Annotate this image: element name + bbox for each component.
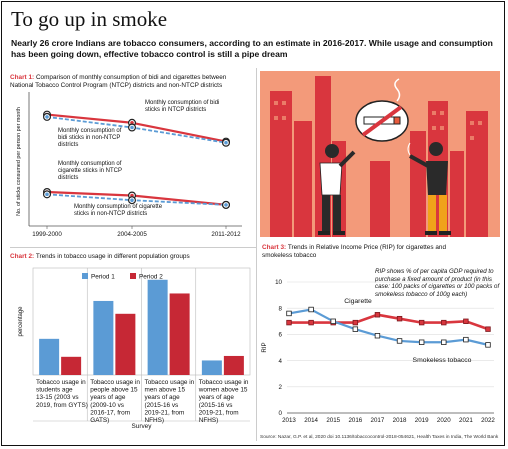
chart3-data-point	[352, 326, 359, 332]
chart3-data-point	[308, 319, 314, 326]
chart2-bar	[61, 356, 82, 375]
chart2-y-axis-label: percentage	[18, 306, 24, 337]
chart3-y-tick-label: 10	[275, 279, 282, 286]
chart3-x-tick-label: 2014	[304, 417, 318, 424]
chart3-series-line	[289, 313, 489, 331]
chart3-y-tick-label: 8	[279, 305, 283, 312]
chart3-data-point	[441, 339, 447, 345]
chart3-series-label: Smokeless tobacco	[413, 357, 472, 364]
chart2-label: Chart 2:	[10, 253, 35, 260]
chart2-category-label: Tobacco usage in women above 15 years of a…	[198, 379, 249, 424]
chart3-x-tick-label: 2019	[415, 417, 429, 424]
chart2-bar	[169, 293, 190, 375]
chart1-series-label: Monthly consumption of bidi sticks in non…	[58, 128, 122, 148]
chart2-legend-swatch	[82, 273, 88, 279]
chart3-data-point	[286, 319, 292, 326]
chart3-x-tick-label: 2020	[437, 417, 451, 424]
chart3-x-tick-label: 2018	[393, 417, 407, 424]
chart3-data-point	[396, 315, 403, 322]
chart1-label: Chart 1:	[10, 74, 35, 81]
chart3-data-point	[418, 339, 425, 345]
chart1-data-point-dot	[130, 125, 134, 130]
chart2-header: Chart 2: Trends in tobacco usage in diff…	[10, 253, 250, 261]
chart3-series-line	[288, 308, 489, 346]
chart2-title: Trends in tobacco usage in different pop…	[35, 253, 190, 260]
horizontal-divider	[10, 247, 256, 248]
person-left-icon	[318, 144, 356, 235]
chart2-legend-label: Period 1	[91, 274, 115, 281]
chart3-x-tick-label: 2016	[348, 417, 362, 424]
page-subtitle: Nearly 26 crore Indians are tobacco cons…	[11, 38, 493, 59]
chart3-label: Chart 3:	[262, 244, 287, 251]
page-title: To go up in smoke	[11, 7, 168, 31]
chart3-y-tick-label: 2	[279, 384, 283, 391]
chart2-bar	[115, 313, 136, 375]
chart1-x-tick-label: 2004-2005	[117, 231, 147, 238]
chart3-x-tick-label: 2022	[481, 417, 495, 424]
chart2-bar	[201, 360, 222, 375]
chart3-data-point	[374, 333, 381, 339]
chart3-data-point	[441, 319, 447, 326]
no-smoking-icon	[355, 78, 409, 142]
chart3-data-point	[463, 318, 469, 324]
chart3-data-point	[330, 318, 336, 324]
chart3-series-label: Cigarette	[344, 298, 372, 305]
smoking-illustration	[260, 71, 500, 237]
chart1-data-point-dot	[224, 203, 228, 207]
chart3-y-tick-label: 6	[279, 332, 283, 339]
chart1-data-point-dot	[45, 192, 49, 197]
chart3-x-tick-label: 2015	[326, 417, 340, 424]
chart2-category-label: Tobacco usage in students age 13-15 (2003 …	[36, 379, 88, 409]
chart1-data-point-dot	[130, 198, 134, 202]
chart2-category-label: Tobacco usage in people above 15 years of …	[90, 379, 140, 424]
chart1-title: Comparison of monthly consumption of bid…	[10, 74, 227, 89]
chart3-data-point	[352, 319, 359, 326]
person-right-icon	[407, 142, 451, 235]
chart3-x-tick-label: 2017	[371, 417, 385, 424]
chart2-bar	[93, 300, 114, 375]
chart3-data-point	[286, 310, 292, 317]
chart3-y-tick-label: 0	[279, 410, 283, 417]
chart3-data-point	[374, 312, 381, 318]
chart1-x-tick-label: 2011-2012	[211, 231, 241, 238]
chart1-x-tick-label: 1999-2000	[32, 231, 62, 238]
chart2-category-label: Tobacco usage in men above 15 years of age…	[145, 379, 195, 424]
chart2-bar	[39, 338, 60, 375]
chart2-x-axis-label: Survey	[132, 423, 153, 430]
chart2-bar	[147, 279, 168, 375]
chart3-x-tick-label: 2021	[459, 417, 473, 424]
chart1-data-point-dot	[45, 115, 49, 119]
chart3-data-point	[308, 306, 314, 313]
chart3-note: RIP shows % of per capita GDP required t…	[375, 268, 500, 298]
chart3-data-point	[485, 326, 491, 332]
chart3-y-axis-label: RIP	[261, 342, 268, 352]
chart1-header: Chart 1: Comparison of monthly consumpti…	[10, 74, 250, 90]
chart1-series-label: Monthly consumption of cigarette sticks i…	[74, 204, 163, 217]
chart3-data-point	[463, 336, 469, 343]
chart2-bar	[223, 355, 244, 375]
chart3-data-point	[396, 338, 403, 344]
chart3-x-tick-label: 2013	[282, 417, 296, 424]
chart2-legend-label: Period 2	[139, 274, 163, 281]
chart3-data-point	[485, 342, 491, 348]
chart3-title: Trends in Relative Income Price (RIP) fo…	[262, 244, 446, 259]
chart3-header: Chart 3: Trends in Relative Income Price…	[262, 244, 472, 260]
chart2-legend-swatch	[130, 273, 136, 279]
chart1-series-label: Monthly consumption of cigarette sticks i…	[58, 161, 122, 181]
chart1-series-label: Monthly consumption of bidi sticks in NTC…	[145, 100, 219, 113]
chart1-data-point-dot	[224, 140, 228, 145]
window-pattern	[274, 101, 482, 140]
chart1-y-axis-label: No. of sticks consumed per person per mo…	[16, 107, 22, 216]
chart3-y-tick-label: 4	[279, 358, 283, 365]
source-note: Source: Nazar, G.P. et al, 2020 doi 10.1…	[260, 435, 499, 440]
vertical-divider	[256, 68, 257, 441]
chart3-data-point	[418, 319, 425, 326]
